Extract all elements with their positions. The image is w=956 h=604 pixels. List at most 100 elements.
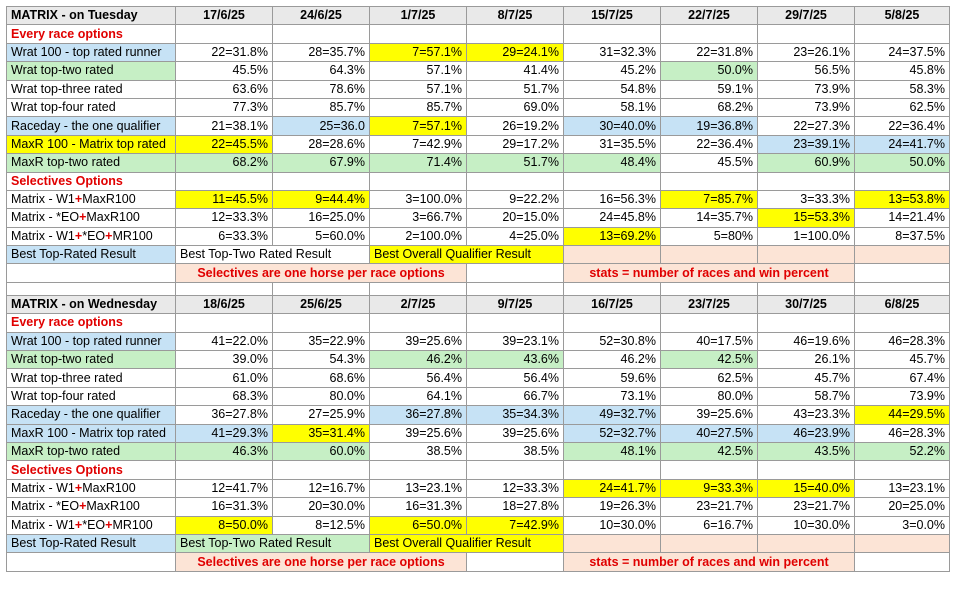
- tuesday-value-cell[interactable]: 15=53.3%: [757, 208, 855, 228]
- tuesday-date-0[interactable]: 17/6/25: [175, 5, 273, 26]
- tuesday-legend-empty[interactable]: [563, 245, 661, 265]
- wednesday-note-selectives[interactable]: Selectives are one horse per race option…: [175, 552, 467, 572]
- wednesday-value-cell[interactable]: 44=29.5%: [854, 405, 950, 425]
- tuesday-value-cell[interactable]: 28=35.7%: [272, 42, 370, 63]
- wednesday-value-cell[interactable]: 41=29.3%: [175, 423, 273, 443]
- wednesday-value-cell[interactable]: 46=23.9%: [757, 423, 855, 443]
- tuesday-date-6[interactable]: 29/7/25: [757, 5, 855, 26]
- empty-cell[interactable]: [175, 281, 273, 296]
- tuesday-date-1[interactable]: 24/6/25: [272, 5, 370, 26]
- wednesday-value-cell[interactable]: 52.2%: [854, 441, 950, 462]
- tuesday-value-cell[interactable]: 85.7%: [272, 97, 370, 118]
- wednesday-date-5[interactable]: 23/7/25: [660, 294, 758, 315]
- wednesday-row-label[interactable]: Wrat top-four rated: [6, 386, 176, 407]
- wednesday-value-cell[interactable]: 61.0%: [175, 368, 273, 388]
- wednesday-value-cell[interactable]: 24=41.7%: [563, 478, 661, 499]
- tuesday-value-cell[interactable]: 22=31.8%: [660, 42, 758, 63]
- wednesday-value-cell[interactable]: 6=50.0%: [369, 515, 467, 535]
- tuesday-empty-cell[interactable]: [854, 263, 950, 283]
- tuesday-value-cell[interactable]: 7=85.7%: [660, 189, 758, 210]
- empty-cell[interactable]: [466, 281, 564, 296]
- wednesday-value-cell[interactable]: 15=40.0%: [757, 478, 855, 499]
- wednesday-value-cell[interactable]: 19=26.3%: [563, 497, 661, 517]
- tuesday-value-cell[interactable]: 77.3%: [175, 97, 273, 118]
- tuesday-section-selectives[interactable]: Selectives Options: [6, 171, 176, 191]
- wednesday-row-label[interactable]: MaxR top-two rated: [6, 441, 176, 462]
- tuesday-value-cell[interactable]: 28=28.6%: [272, 134, 370, 155]
- tuesday-value-cell[interactable]: 78.6%: [272, 79, 370, 99]
- tuesday-value-cell[interactable]: 85.7%: [369, 97, 467, 118]
- tuesday-value-cell[interactable]: 16=25.0%: [272, 208, 370, 228]
- wednesday-empty-cell[interactable]: [175, 460, 273, 480]
- wednesday-empty-cell[interactable]: [757, 460, 855, 480]
- tuesday-value-cell[interactable]: 62.5%: [854, 97, 950, 118]
- wednesday-legend-top-rated[interactable]: Best Top-Rated Result: [6, 533, 176, 554]
- tuesday-row-label[interactable]: Raceday - the one qualifier: [6, 116, 176, 136]
- wednesday-empty-cell[interactable]: [854, 313, 950, 333]
- tuesday-value-cell[interactable]: 22=27.3%: [757, 116, 855, 136]
- wednesday-value-cell[interactable]: 43.6%: [466, 350, 564, 370]
- tuesday-empty-cell[interactable]: [466, 263, 564, 283]
- wednesday-value-cell[interactable]: 39=25.6%: [369, 423, 467, 443]
- tuesday-note-stats[interactable]: stats = number of races and win percent: [563, 263, 855, 283]
- wednesday-row-label[interactable]: MaxR 100 - Matrix top rated: [6, 423, 176, 443]
- tuesday-value-cell[interactable]: 9=22.2%: [466, 189, 564, 210]
- empty-cell[interactable]: [369, 281, 467, 296]
- wednesday-value-cell[interactable]: 64.1%: [369, 386, 467, 407]
- wednesday-value-cell[interactable]: 36=27.8%: [175, 405, 273, 425]
- wednesday-value-cell[interactable]: 13=23.1%: [369, 478, 467, 499]
- wednesday-empty-cell[interactable]: [6, 552, 176, 572]
- tuesday-empty-cell[interactable]: [369, 171, 467, 191]
- tuesday-legend-top-two[interactable]: Best Top-Two Rated Result: [175, 245, 370, 265]
- tuesday-value-cell[interactable]: 22=31.8%: [175, 42, 273, 63]
- wednesday-value-cell[interactable]: 13=23.1%: [854, 478, 950, 499]
- wednesday-legend-overall[interactable]: Best Overall Qualifier Result: [369, 533, 564, 554]
- wednesday-value-cell[interactable]: 39=25.6%: [466, 423, 564, 443]
- tuesday-value-cell[interactable]: 3=33.3%: [757, 189, 855, 210]
- tuesday-section-every[interactable]: Every race options: [6, 24, 176, 44]
- wednesday-value-cell[interactable]: 35=34.3%: [466, 405, 564, 425]
- tuesday-empty-cell[interactable]: [6, 263, 176, 283]
- wednesday-value-cell[interactable]: 40=27.5%: [660, 423, 758, 443]
- wednesday-value-cell[interactable]: 52=30.8%: [563, 331, 661, 352]
- wednesday-empty-cell[interactable]: [175, 313, 273, 333]
- tuesday-empty-cell[interactable]: [466, 24, 564, 44]
- wednesday-value-cell[interactable]: 9=33.3%: [660, 478, 758, 499]
- wednesday-value-cell[interactable]: 59.6%: [563, 368, 661, 388]
- tuesday-value-cell[interactable]: 1=100.0%: [757, 226, 855, 247]
- tuesday-row-label[interactable]: Wrat top-three rated: [6, 79, 176, 99]
- wednesday-empty-cell[interactable]: [466, 460, 564, 480]
- empty-cell[interactable]: [563, 281, 661, 296]
- tuesday-note-selectives[interactable]: Selectives are one horse per race option…: [175, 263, 467, 283]
- tuesday-value-cell[interactable]: 2=100.0%: [369, 226, 467, 247]
- tuesday-value-cell[interactable]: 68.2%: [175, 153, 273, 173]
- tuesday-value-cell[interactable]: 45.2%: [563, 61, 661, 81]
- wednesday-value-cell[interactable]: 35=22.9%: [272, 331, 370, 352]
- tuesday-row-label[interactable]: Wrat top-four rated: [6, 97, 176, 118]
- wednesday-value-cell[interactable]: 58.7%: [757, 386, 855, 407]
- wednesday-value-cell[interactable]: 46.2%: [563, 350, 661, 370]
- tuesday-value-cell[interactable]: 73.9%: [757, 97, 855, 118]
- tuesday-value-cell[interactable]: 24=45.8%: [563, 208, 661, 228]
- wednesday-value-cell[interactable]: 35=31.4%: [272, 423, 370, 443]
- wednesday-value-cell[interactable]: 46.2%: [369, 350, 467, 370]
- wednesday-value-cell[interactable]: 49=32.7%: [563, 405, 661, 425]
- tuesday-empty-cell[interactable]: [175, 171, 273, 191]
- tuesday-empty-cell[interactable]: [466, 171, 564, 191]
- wednesday-section-selectives[interactable]: Selectives Options: [6, 460, 176, 480]
- wednesday-value-cell[interactable]: 73.1%: [563, 386, 661, 407]
- tuesday-value-cell[interactable]: 19=36.8%: [660, 116, 758, 136]
- tuesday-value-cell[interactable]: 41.4%: [466, 61, 564, 81]
- tuesday-value-cell[interactable]: 45.5%: [175, 61, 273, 81]
- tuesday-value-cell[interactable]: 7=57.1%: [369, 116, 467, 136]
- wednesday-empty-cell[interactable]: [466, 313, 564, 333]
- wednesday-value-cell[interactable]: 10=30.0%: [563, 515, 661, 535]
- wednesday-legend-empty[interactable]: [757, 533, 855, 554]
- wednesday-value-cell[interactable]: 68.6%: [272, 368, 370, 388]
- wednesday-empty-cell[interactable]: [369, 460, 467, 480]
- tuesday-value-cell[interactable]: 51.7%: [466, 153, 564, 173]
- tuesday-value-cell[interactable]: 29=24.1%: [466, 42, 564, 63]
- wednesday-legend-empty[interactable]: [563, 533, 661, 554]
- empty-cell[interactable]: [854, 281, 950, 296]
- wednesday-value-cell[interactable]: 62.5%: [660, 368, 758, 388]
